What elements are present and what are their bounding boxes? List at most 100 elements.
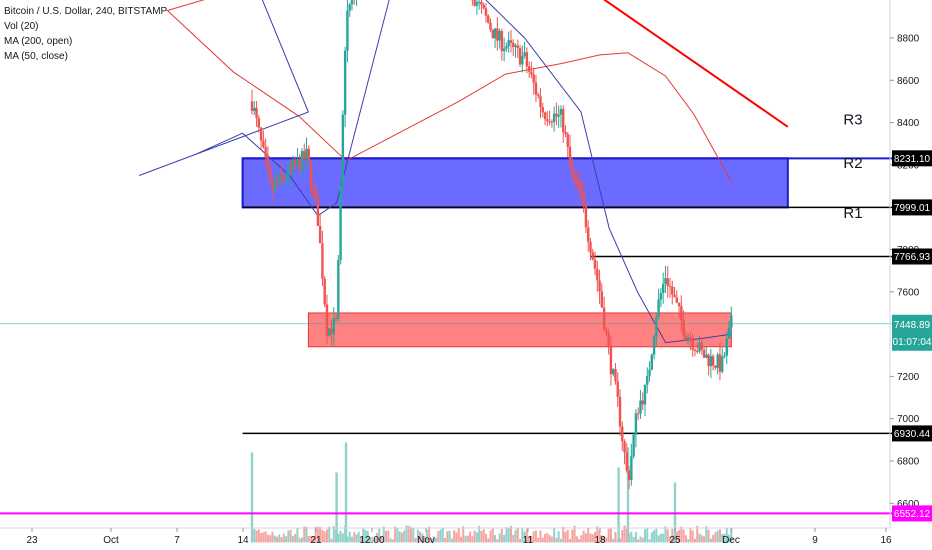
- volume-bar: [450, 538, 453, 543]
- volume-bar: [664, 526, 667, 543]
- horizontal-levels: [0, 157, 892, 515]
- volume-bar: [575, 536, 578, 543]
- candle-body: [598, 280, 601, 292]
- candle-body: [568, 146, 572, 165]
- volume-bar: [494, 534, 497, 543]
- volume-bar: [650, 532, 653, 543]
- volume-bar: [428, 526, 431, 543]
- candle-body: [305, 148, 308, 160]
- volume-bar: [473, 530, 476, 543]
- volume-bar: [718, 529, 721, 543]
- volume-bar: [675, 531, 678, 543]
- candle-body: [487, 15, 490, 23]
- volume-bar: [539, 530, 542, 543]
- volume-bar: [621, 529, 624, 543]
- ma50-line: [139, 0, 732, 344]
- candle-body: [275, 182, 279, 184]
- candle-body: [668, 286, 672, 288]
- volume-bar: [609, 528, 612, 543]
- indicator-ma50[interactable]: MA (50, close): [4, 51, 68, 62]
- candle-body: [639, 400, 642, 414]
- candle-body: [539, 96, 542, 108]
- volume-bar: [525, 528, 528, 543]
- volume-bar: [459, 536, 462, 543]
- volume-bar: [307, 535, 310, 543]
- candle-body: [350, 0, 354, 5]
- volume-bar: [634, 531, 637, 543]
- volume-bar: [523, 531, 526, 543]
- level-tag: 7999.01: [894, 203, 931, 214]
- candle-body: [314, 188, 317, 199]
- candle-body: [709, 356, 713, 367]
- candle-body: [262, 140, 265, 148]
- volume-bar: [471, 536, 474, 543]
- volume-bar: [350, 536, 353, 543]
- y-tick-label: 6600: [897, 499, 920, 510]
- volume-bar: [509, 525, 512, 543]
- candle-body: [278, 174, 281, 184]
- volume-bar: [700, 535, 703, 543]
- volume-bar: [312, 536, 315, 543]
- volume-bar: [264, 531, 267, 543]
- candle-body: [652, 336, 656, 355]
- volume-bar: [653, 530, 656, 543]
- volume-bar: [596, 526, 599, 543]
- volume-bar: [682, 529, 685, 543]
- volume-bar: [405, 525, 408, 543]
- volume-bar: [300, 537, 303, 543]
- volume-bar: [544, 534, 547, 543]
- volume-bar: [614, 532, 617, 543]
- candle-body: [705, 354, 708, 358]
- volume-bar: [623, 525, 626, 543]
- volume-bar: [262, 532, 265, 543]
- indicator-vol[interactable]: Vol (20): [4, 21, 39, 32]
- candle-body: [284, 178, 288, 180]
- level-tag-bg: [892, 505, 932, 522]
- volume-bar: [721, 534, 724, 543]
- candle-body: [677, 302, 681, 307]
- candle-body: [498, 31, 501, 41]
- candle-body: [502, 48, 506, 51]
- candle-body: [584, 205, 588, 228]
- volume-bar: [332, 526, 335, 543]
- last-price-tag-bg: [892, 314, 932, 351]
- candle-body: [318, 225, 322, 244]
- candle-body: [516, 45, 519, 49]
- candle-body: [348, 4, 351, 11]
- volume-bar: [505, 527, 508, 543]
- candle-body: [607, 333, 610, 347]
- volume-bar: [591, 534, 594, 543]
- volume-bar: [641, 537, 644, 543]
- volume-bar: [341, 533, 344, 543]
- level-tag-bg: [892, 150, 932, 167]
- candle-body: [648, 369, 651, 376]
- volume-bar: [269, 535, 272, 543]
- candle-body: [255, 107, 258, 119]
- volume-bar: [255, 530, 258, 543]
- volume-bar: [730, 527, 733, 543]
- candle-body: [623, 441, 626, 453]
- candle-body: [696, 351, 699, 353]
- candle-body: [548, 121, 551, 123]
- candle-body: [609, 346, 613, 375]
- candle-body: [480, 1, 483, 5]
- volume-bar: [612, 538, 615, 543]
- candle-body: [605, 329, 608, 334]
- candle-body: [564, 132, 567, 135]
- volume-bar: [321, 529, 324, 543]
- volume-bar: [657, 535, 660, 543]
- volume-bar: [444, 538, 447, 543]
- volume-bar: [446, 531, 449, 543]
- candle-body: [518, 48, 522, 65]
- volume-bar: [466, 535, 469, 543]
- y-tick-label: 8600: [897, 76, 920, 87]
- indicator-ma200[interactable]: MA (200, open): [4, 36, 73, 47]
- volume-bar: [257, 529, 260, 543]
- candle-body: [552, 113, 556, 123]
- volume-bar: [500, 528, 503, 543]
- volume-bar: [603, 536, 606, 543]
- candle-body: [682, 320, 685, 337]
- candle-body: [600, 291, 604, 308]
- symbol-title[interactable]: Bitcoin / U.S. Dollar, 240, BITSTAMP: [4, 6, 168, 17]
